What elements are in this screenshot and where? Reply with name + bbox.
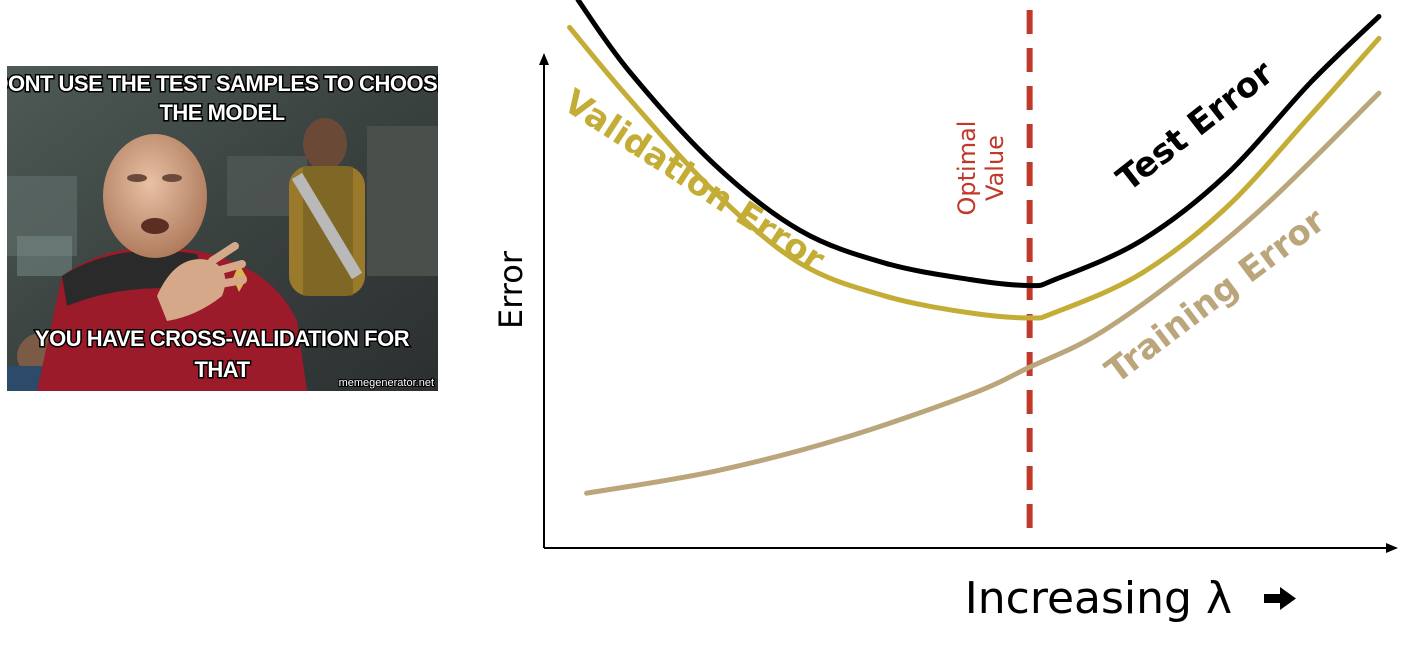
- meme-bottom-text-line1: YOU HAVE CROSS-VALIDATION FOR: [35, 326, 410, 351]
- meme-bottom-text-line2: THAT: [194, 357, 250, 382]
- meme-image: DONT USE THE TEST SAMPLES TO CHOOSE THE …: [7, 66, 438, 391]
- meme-top-text-line2: THE MODEL: [159, 100, 284, 125]
- training-error-label: Training Error: [1098, 201, 1333, 392]
- validation-error-label: Validation Error: [556, 82, 831, 280]
- optimal-value-label-line2: Value: [981, 135, 1009, 201]
- arrow-right-icon: [1264, 587, 1296, 610]
- chart-axes: [539, 53, 1398, 553]
- meme-illustration: DONT USE THE TEST SAMPLES TO CHOOSE THE …: [7, 66, 438, 391]
- validation-error-curve: [567, 24, 1382, 321]
- meme-credit: memegenerator.net: [339, 377, 434, 389]
- optimal-value-label-line1: Optimal: [953, 121, 981, 216]
- x-axis-label: Increasing λ: [965, 573, 1232, 624]
- y-axis-label: Error: [492, 250, 530, 329]
- training-error-curve: [584, 90, 1382, 496]
- meme-top-text-line1: DONT USE THE TEST SAMPLES TO CHOOSE: [7, 71, 438, 96]
- test-error-curve: [575, 0, 1382, 289]
- chart-series: [567, 0, 1382, 496]
- optimal-value-marker: Optimal Value: [953, 10, 1033, 528]
